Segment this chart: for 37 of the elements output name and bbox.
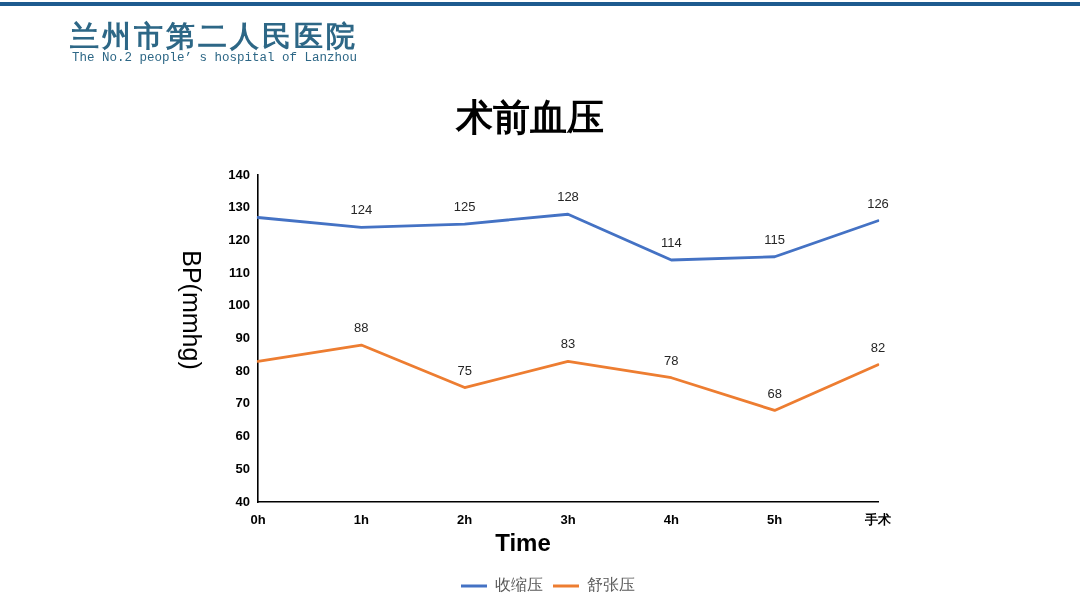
y-tick-label: 130 — [228, 199, 250, 215]
data-label: 88 — [354, 320, 369, 336]
y-tick-label: 140 — [228, 166, 250, 182]
x-tick-label: 4h — [663, 512, 679, 528]
data-label: 75 — [457, 362, 472, 378]
text: 兰州市第二人民医院 — [70, 18, 358, 53]
data-label: 82 — [870, 339, 886, 355]
y-tick-label: 50 — [235, 460, 250, 476]
y-axis-title: BP(mmhg) — [177, 250, 206, 370]
x-tick-label: 0h — [250, 512, 266, 528]
y-tick-label: 40 — [235, 493, 250, 509]
text: The No.2 people’ s hospital of Lanzhou — [72, 51, 358, 66]
data-label: 125 — [453, 199, 476, 215]
data-label: 128 — [557, 189, 579, 205]
y-tick-label: 110 — [229, 264, 250, 280]
data-label: 83 — [560, 336, 576, 352]
y-tick-label: 120 — [228, 231, 250, 247]
x-tick-label: 1h — [353, 512, 369, 528]
y-tick-label: 70 — [235, 395, 250, 411]
legend-label: 舒张压 — [587, 576, 635, 594]
data-label: 115 — [764, 231, 786, 247]
data-label: 124 — [350, 202, 373, 218]
x-tick-label: 手术 — [864, 512, 891, 528]
legend-label: 收缩压 — [495, 576, 543, 594]
y-tick-label: 100 — [228, 297, 250, 313]
y-tick-label: 90 — [235, 330, 250, 346]
y-tick-label: 60 — [235, 428, 250, 444]
data-label: 126 — [867, 195, 889, 211]
data-label: 78 — [664, 352, 679, 368]
data-label: 114 — [660, 235, 682, 251]
x-axis-title: Time — [495, 529, 551, 557]
y-tick-label: 80 — [235, 362, 250, 378]
x-tick-label: 2h — [457, 512, 473, 528]
data-label: 68 — [767, 385, 782, 401]
x-tick-label: 3h — [560, 512, 576, 528]
chart-title: 术前血压 — [456, 96, 604, 140]
x-tick-label: 5h — [767, 512, 783, 528]
